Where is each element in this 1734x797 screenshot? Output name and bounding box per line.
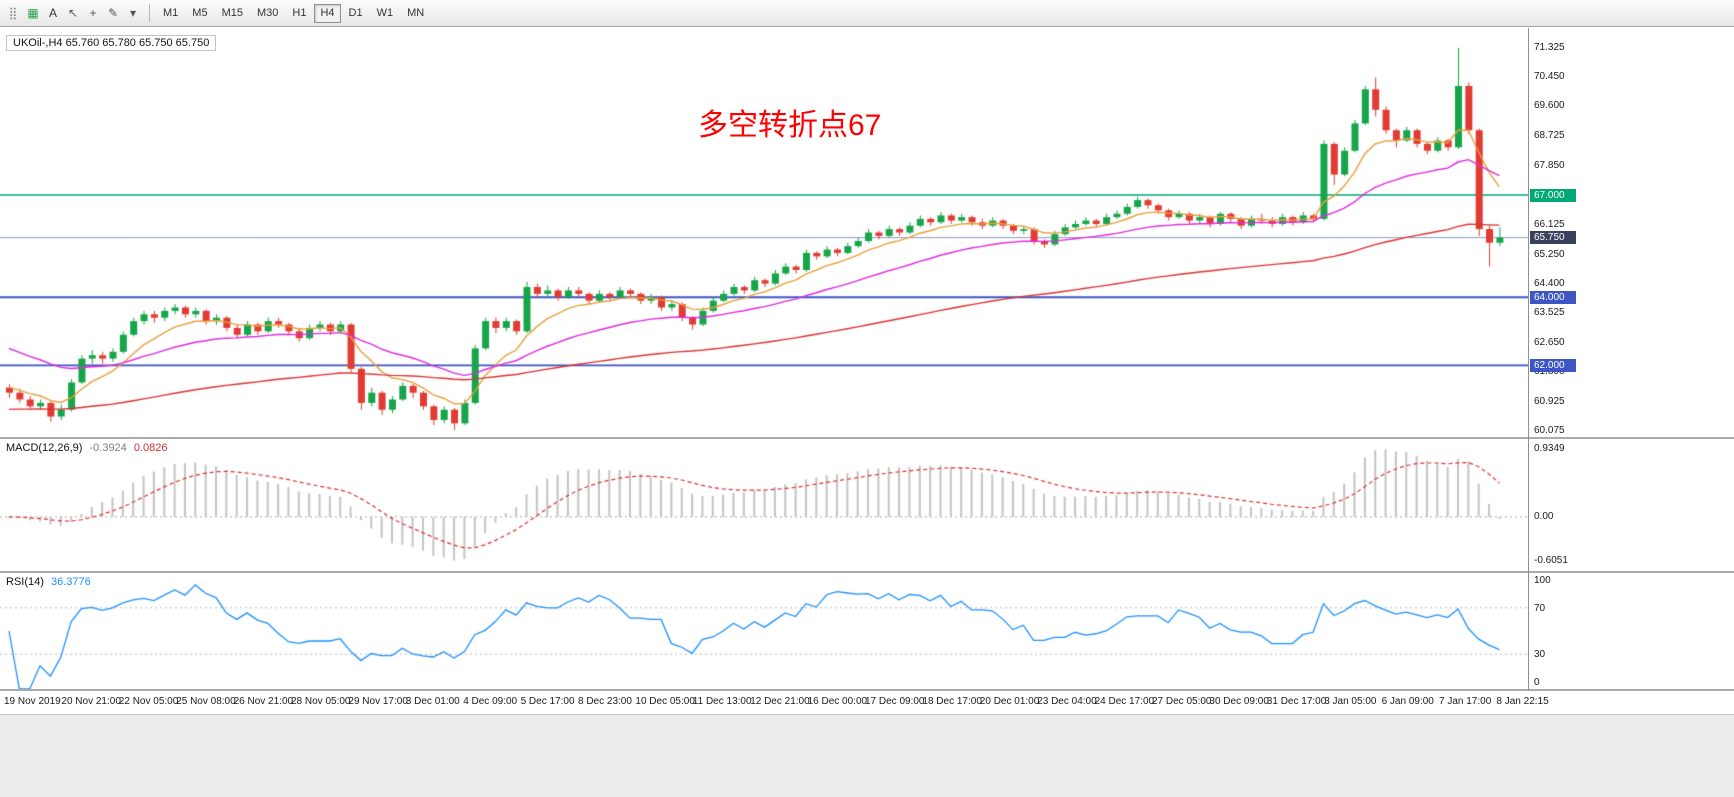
time-axis-label: 3 Dec 01:00 — [405, 696, 460, 707]
macd-main-value: -0.3924 — [89, 442, 127, 454]
time-axis-label: 25 Nov 08:00 — [176, 696, 236, 707]
chart-ohlc-values: 65.760 65.780 65.750 65.750 — [65, 37, 210, 49]
time-axis-label: 5 Dec 17:00 — [520, 696, 575, 707]
rsi-panel: RSI(14) 36.3776 — [0, 573, 1528, 689]
price-tick-label: 64.400 — [1534, 277, 1565, 289]
timeframe-w1[interactable]: W1 — [376, 6, 394, 19]
macd-panel: MACD(12,26,9) -0.3924 0.0826 — [0, 439, 1528, 571]
rsi-scale-label: 0 — [1534, 677, 1540, 688]
main-chart-panel: UKOil-,H4 65.760 65.780 65.750 65.750 多空… — [0, 28, 1528, 437]
time-axis-label: 7 Jan 17:00 — [1439, 696, 1492, 707]
time-axis-label: 20 Nov 21:00 — [61, 696, 121, 707]
workspace-background — [0, 714, 1734, 797]
time-axis-label: 18 Dec 17:00 — [922, 696, 982, 707]
time-axis-label: 8 Jan 22:15 — [1496, 696, 1549, 707]
time-axis-label: 19 Nov 2019 — [4, 696, 61, 707]
time-axis-label: 22 Nov 05:00 — [118, 696, 179, 707]
grid-handle-icon[interactable]: ⣿ — [8, 6, 18, 20]
time-axis-label: 27 Dec 05:00 — [1152, 696, 1212, 707]
timeframe-mn[interactable]: MN — [407, 6, 425, 19]
toolbar-icon-group: ⣿ ▦ A ↖ + ✎ ▾ — [3, 3, 143, 23]
charts-grid-icon[interactable]: ▦ — [27, 6, 39, 20]
price-level-box[interactable]: 67.000 — [1530, 188, 1576, 202]
time-axis-label: 29 Nov 17:00 — [348, 696, 408, 707]
rsi-scale-label: 70 — [1534, 602, 1546, 614]
rsi-scale-label: 30 — [1534, 649, 1546, 661]
time-axis-label: 12 Dec 21:00 — [750, 696, 810, 707]
toolbar-separator — [149, 4, 150, 22]
macd-scale-label: -0.6051 — [1534, 554, 1568, 566]
macd-scale-label: 0.9349 — [1534, 443, 1565, 455]
price-tick-label: 69.600 — [1534, 100, 1565, 112]
macd-canvas[interactable] — [0, 439, 1528, 571]
chart-ohlc-title: UKOil-,H4 65.760 65.780 65.750 65.750 — [6, 35, 217, 51]
time-axis-label: 17 Dec 09:00 — [865, 696, 925, 707]
rsi-name: RSI(14) — [6, 576, 44, 588]
price-level-box[interactable]: 65.750 — [1530, 231, 1576, 245]
time-axis-label: 16 Dec 00:00 — [807, 696, 868, 707]
time-axis-label: 3 Jan 05:00 — [1324, 696, 1377, 707]
price-tick-label: 65.250 — [1534, 248, 1565, 260]
time-axis-label: 20 Dec 01:00 — [979, 696, 1040, 707]
rsi-scale-label: 100 — [1534, 575, 1551, 586]
time-axis-label: 11 Dec 13:00 — [692, 696, 752, 707]
macd-name: MACD(12,26,9) — [6, 442, 83, 454]
panel-separator[interactable] — [0, 689, 1734, 691]
chart-annotation[interactable]: 多空转折点67 — [698, 109, 882, 142]
price-level-box[interactable]: 64.000 — [1530, 290, 1576, 304]
price-tick-label: 62.650 — [1534, 337, 1565, 349]
panel-separator[interactable] — [0, 437, 1734, 439]
timeframe-h1[interactable]: H1 — [292, 6, 307, 19]
time-axis-label: 6 Jan 09:00 — [1381, 696, 1434, 707]
rsi-canvas[interactable] — [0, 573, 1528, 689]
time-axis-label: 26 Nov 21:00 — [233, 696, 294, 707]
chart-symbol-period: UKOil-,H4 — [13, 37, 63, 49]
cursor-tool-icon[interactable]: ↖ — [67, 6, 79, 20]
crosshair-tool-icon[interactable]: + — [89, 6, 97, 20]
price-tick-label: 60.925 — [1534, 396, 1565, 408]
time-axis-label: 31 Dec 17:00 — [1266, 696, 1327, 707]
timeframe-m15[interactable]: M15 — [221, 6, 243, 19]
toolbar: ⣿ ▦ A ↖ + ✎ ▾ M1 M5 M15 M30 H1 H4 D1 W1 MN — [0, 0, 1734, 27]
price-tick-label: 71.325 — [1534, 41, 1565, 53]
time-axis-label: 4 Dec 09:00 — [463, 696, 518, 707]
price-tick-label: 63.525 — [1534, 307, 1565, 319]
time-axis-label: 28 Nov 05:00 — [291, 696, 351, 707]
macd-label: MACD(12,26,9) -0.3924 0.0826 — [6, 442, 168, 454]
time-axis[interactable]: 19 Nov 2019 20 Nov 21:00 22 Nov 05:00 25 No… — [0, 691, 1734, 714]
timeframe-m5[interactable]: M5 — [192, 6, 208, 19]
time-axis-label: 10 Dec 05:00 — [635, 696, 695, 707]
time-axis-label: 24 Dec 17:00 — [1094, 696, 1155, 707]
price-tick-label: 67.850 — [1534, 160, 1565, 172]
timeframe-group: M1 M5 M15 M30 H1 H4 D1 W1 MN — [156, 3, 431, 23]
timeframe-d1[interactable]: D1 — [348, 6, 363, 19]
macd-signal-value: 0.0826 — [133, 442, 168, 454]
rsi-value: 36.3776 — [50, 576, 91, 588]
timeframe-m1[interactable]: M1 — [163, 6, 179, 19]
candlestick-canvas[interactable] — [0, 28, 1528, 437]
price-scale-border[interactable] — [1528, 28, 1529, 691]
price-level-box[interactable]: 62.000 — [1530, 358, 1576, 372]
price-tick-label: 60.075 — [1534, 425, 1565, 437]
time-axis-label: 8 Dec 23:00 — [578, 696, 632, 707]
draw-dropdown-icon[interactable]: ▾ — [129, 6, 137, 20]
time-axis-label: 30 Dec 09:00 — [1209, 696, 1269, 707]
price-tick-label: 70.450 — [1534, 71, 1565, 83]
timeframe-m30[interactable]: M30 — [256, 6, 279, 19]
panel-separator[interactable] — [0, 571, 1734, 573]
macd-scale-label: 0.00 — [1534, 510, 1554, 522]
draw-tool-icon[interactable]: ✎ — [107, 6, 119, 20]
time-axis-label: 23 Dec 04:00 — [1037, 696, 1097, 707]
price-tick-label: 68.725 — [1534, 130, 1565, 142]
price-tick-label: 66.125 — [1534, 218, 1565, 230]
rsi-label: RSI(14) 36.3776 — [6, 576, 91, 588]
timeframe-h4[interactable]: H4 — [314, 3, 341, 23]
text-tool-icon[interactable]: A — [48, 6, 57, 20]
